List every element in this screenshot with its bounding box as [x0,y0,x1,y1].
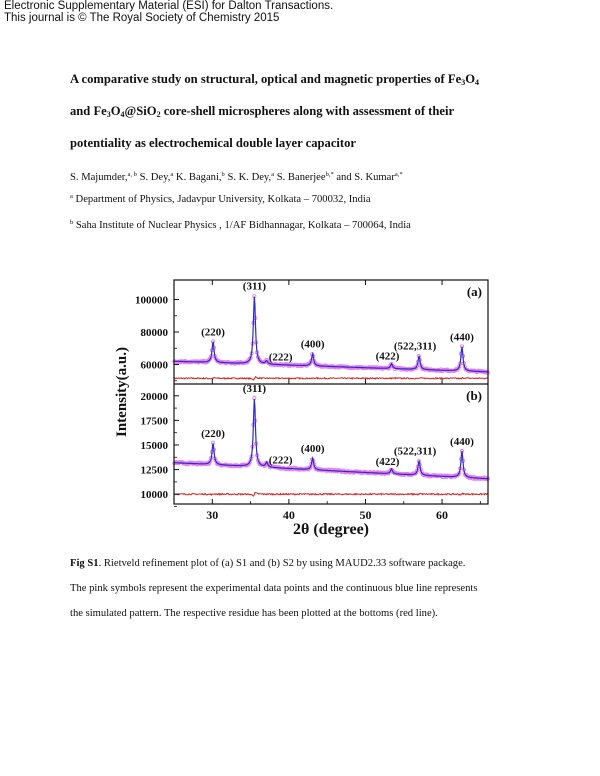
affiliation-a: a Department of Physics, Jadavpur Univer… [70,193,371,205]
title-line3: potentiality as electrochemical double l… [70,136,356,150]
author: S. Banerjee [274,172,326,183]
peak-label: (400) [301,443,325,455]
peak-label: (522,311) [394,341,437,353]
y-tick-label: 12500 [141,465,169,477]
peak-label: (311) [243,383,267,395]
peak-label: (220) [201,428,225,440]
y-tick-label: 15000 [141,440,169,452]
simulated-pattern-line [173,398,488,480]
caption-line3: the simulated pattern. The respective re… [70,608,438,619]
peak-label: (422) [376,456,400,468]
x-tick-label: 50 [359,508,371,522]
plot-frame [173,279,489,505]
xrd-rietveld-figure: 60000 80000 100000 (220) (311) (222) (400) (422… [114,279,490,538]
x-tick-label: 30 [206,508,218,522]
author: and S. Kumar [333,172,395,183]
author: K. Bagani, [173,172,222,183]
peak-label: (522,311) [394,445,437,457]
peak-label: (222) [269,351,293,363]
y-tick-label: 20000 [141,391,169,403]
caption-line2: The pink symbols represent the experimen… [70,583,478,594]
title-line1: A comparative study on structural, optic… [70,72,479,87]
y-tick-label: 60000 [141,360,169,372]
figure-caption: Fig S1. Rietveld refinement plot of (a) … [70,551,532,626]
author: S. Dey, [136,172,171,183]
x-axis-title: 2θ (degree) [293,521,369,538]
author-list: S. Majumder,a, b S. Dey,a K. Bagani,b S.… [70,171,403,183]
journal-header-line2: This journal is © The Royal Society of C… [4,12,280,24]
simulated-pattern-line [174,296,488,373]
y-axis-title: Intensity(a.u.) [114,347,130,437]
affiliation-b: b Saha Institute of Nuclear Physics , 1/… [70,219,411,231]
peak-label: (422) [376,351,400,363]
panel-label: (b) [466,388,482,403]
peak-label: (440) [450,332,474,344]
caption-line1: Fig S1. Rietveld refinement plot of (a) … [70,558,466,569]
residue-line [173,375,488,381]
x-tick-label: 60 [436,508,448,522]
y-tick-label: 80000 [141,327,169,339]
peak-label: (440) [450,436,474,448]
peak-label: (400) [301,339,325,351]
author: S. K. Dey, [224,172,272,183]
title-line2: and Fe3O4@SiO2 core-shell microspheres a… [70,104,455,119]
journal-header-line1: Electronic Supplementary Material (ESI) … [4,0,334,12]
y-tick-label: 10000 [141,489,169,501]
y-tick-label: 100000 [135,295,169,307]
y-tick-label: 17500 [141,415,169,427]
panel-label: (a) [467,284,482,299]
experimental-point [414,470,419,475]
peak-label: (222) [269,454,293,466]
x-tick-label: 40 [283,508,295,522]
peak-label: (220) [201,326,225,338]
peak-label: (311) [243,281,267,293]
author: S. Majumder, [70,172,128,183]
residue-line [173,492,488,497]
